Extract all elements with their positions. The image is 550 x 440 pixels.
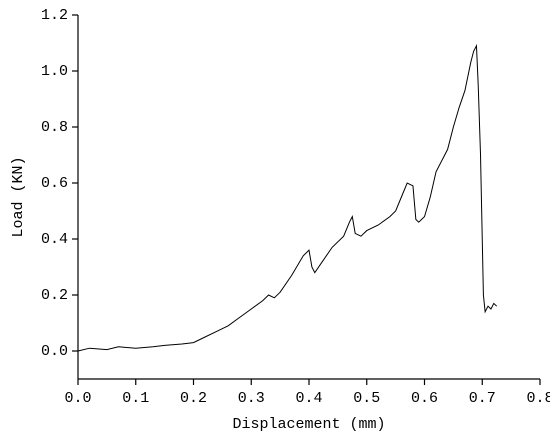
y-tick-label: 0.2 <box>41 287 68 304</box>
y-tick-label: 0.6 <box>41 175 68 192</box>
y-tick-label: 0.8 <box>41 119 68 136</box>
y-tick-label: 1.0 <box>41 63 68 80</box>
x-tick-label: 0.5 <box>353 390 380 407</box>
x-tick-label: 0.4 <box>295 390 322 407</box>
x-tick-label: 0.8 <box>526 390 550 407</box>
data-line <box>77 43 498 352</box>
x-tick-label: 0.3 <box>238 390 265 407</box>
x-tick-label: 0.2 <box>180 390 207 407</box>
y-axis-label: Load (KN) <box>10 156 27 237</box>
x-tick-label: 0.7 <box>469 390 496 407</box>
y-tick-label: 0.0 <box>41 343 68 360</box>
x-tick-label: 0.6 <box>411 390 438 407</box>
x-tick-label: 0.1 <box>122 390 149 407</box>
y-tick-label: 0.4 <box>41 231 68 248</box>
y-tick-label: 1.2 <box>41 7 68 24</box>
x-tick-label: 0.0 <box>64 390 91 407</box>
x-axis-label: Displacement (mm) <box>232 416 385 433</box>
